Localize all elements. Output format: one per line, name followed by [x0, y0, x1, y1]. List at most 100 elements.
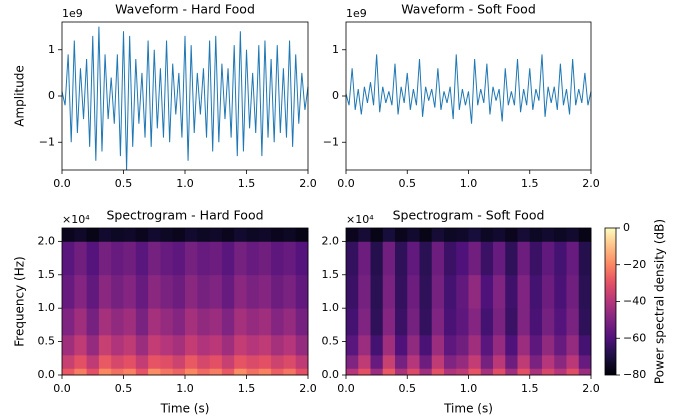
chart-title: Spectrogram - Soft Food	[393, 208, 545, 223]
y-tick-label: 1	[48, 43, 55, 56]
heatmap-cell	[395, 228, 408, 242]
heatmap-cell	[444, 354, 457, 369]
heatmap-cell	[123, 308, 137, 336]
heatmap-cell	[185, 334, 198, 356]
heatmap-cell	[234, 334, 247, 356]
heatmap-cell	[431, 228, 445, 242]
heatmap-cell	[358, 368, 371, 376]
heatmap-cell	[431, 354, 445, 369]
heatmap-cell	[578, 334, 592, 356]
heatmap-cell	[86, 368, 100, 376]
heatmap-cell	[566, 241, 580, 276]
heatmap-cell	[111, 354, 124, 369]
heatmap-cell	[111, 274, 124, 309]
heatmap-cell	[419, 368, 433, 376]
heatmap-cell	[480, 274, 494, 309]
heatmap-cell	[62, 241, 75, 276]
heatmap-cell	[358, 241, 371, 276]
heatmap-cell	[62, 368, 75, 376]
heatmap-cell	[382, 368, 396, 376]
heatmap-cell	[517, 334, 531, 356]
heatmap-cell	[209, 368, 223, 376]
heatmap-cell	[221, 228, 235, 242]
heatmap-cell	[86, 274, 100, 309]
heatmap-cell	[271, 228, 284, 242]
heatmap-cell	[505, 308, 518, 336]
heatmap-cell	[271, 308, 284, 336]
heatmap-cell	[148, 308, 161, 336]
x-tick-label: 1.0	[176, 382, 194, 395]
heatmap-cell	[135, 241, 149, 276]
heatmap-cell	[295, 368, 309, 376]
y-tick-label: 0.0	[322, 368, 340, 381]
heatmap-cell	[148, 354, 161, 369]
heatmap-cell	[258, 308, 272, 336]
heatmap-cell	[346, 274, 359, 309]
heatmap-cell	[98, 368, 112, 376]
heatmap-cell	[246, 334, 260, 356]
heatmap-cell	[554, 274, 567, 309]
heatmap-cell	[172, 354, 186, 369]
heatmap-cell	[456, 334, 469, 356]
heatmap-cell	[554, 354, 567, 369]
heatmap-cell	[111, 368, 124, 376]
heatmap-cell	[431, 334, 445, 356]
heatmap-cell	[160, 334, 174, 356]
heatmap-cell	[123, 241, 137, 276]
heatmap-cell	[480, 368, 494, 376]
heatmap-cell	[135, 308, 149, 336]
heatmap-cell	[234, 274, 247, 309]
heatmap-cell	[62, 354, 75, 369]
heatmap-cell	[209, 241, 223, 276]
chart-title: Waveform - Hard Food	[115, 2, 255, 17]
x-tick-label: 1.0	[176, 177, 194, 190]
heatmap-cell	[358, 334, 371, 356]
heatmap-cell	[480, 334, 494, 356]
heatmap-cell	[456, 308, 469, 336]
heatmap-cell	[370, 241, 384, 276]
heatmap-cell	[382, 308, 396, 336]
heatmap-cell	[370, 354, 384, 369]
heatmap-cell	[554, 368, 567, 376]
y-tick-label: 0.5	[38, 335, 56, 348]
heatmap-cell	[234, 228, 247, 242]
heatmap-cell	[505, 241, 518, 276]
heatmap-cell	[566, 308, 580, 336]
heatmap-cell	[419, 228, 433, 242]
heatmap-cell	[283, 354, 297, 369]
heatmap-cell	[295, 308, 309, 336]
heatmap-cell	[456, 274, 469, 309]
heatmap-cell	[517, 308, 531, 336]
heatmap-cell	[468, 334, 482, 356]
heatmap-cell	[358, 228, 371, 242]
heatmap-cell	[258, 241, 272, 276]
heatmap-cell	[407, 308, 420, 336]
heatmap-cell	[407, 334, 420, 356]
heatmap-cell	[517, 354, 531, 369]
heatmap-cell	[271, 241, 284, 276]
heatmap-cell	[62, 308, 75, 336]
heatmap-cell	[98, 274, 112, 309]
x-tick-label: 0.5	[115, 382, 133, 395]
heatmap-cell	[542, 228, 555, 242]
heatmap-cell	[197, 368, 210, 376]
heatmap-cell	[98, 354, 112, 369]
heatmap-cell	[578, 274, 592, 309]
heatmap-cell	[370, 368, 384, 376]
heatmap-cell	[258, 368, 272, 376]
heatmap-cell	[123, 334, 137, 356]
heatmap-cell	[111, 308, 124, 336]
heatmap-cell	[505, 334, 518, 356]
heatmap-cell	[209, 228, 223, 242]
x-tick-label: 2.0	[582, 382, 600, 395]
heatmap-cell	[123, 274, 137, 309]
heatmap-cell	[172, 274, 186, 309]
heatmap-cell	[468, 241, 482, 276]
heatmap-cell	[346, 354, 359, 369]
heatmap-cell	[74, 274, 87, 309]
heatmap-cell	[295, 241, 309, 276]
heatmap-cell	[578, 308, 592, 336]
heatmap-cell	[221, 241, 235, 276]
heatmap-cell	[86, 241, 100, 276]
heatmap-cell	[185, 368, 198, 376]
